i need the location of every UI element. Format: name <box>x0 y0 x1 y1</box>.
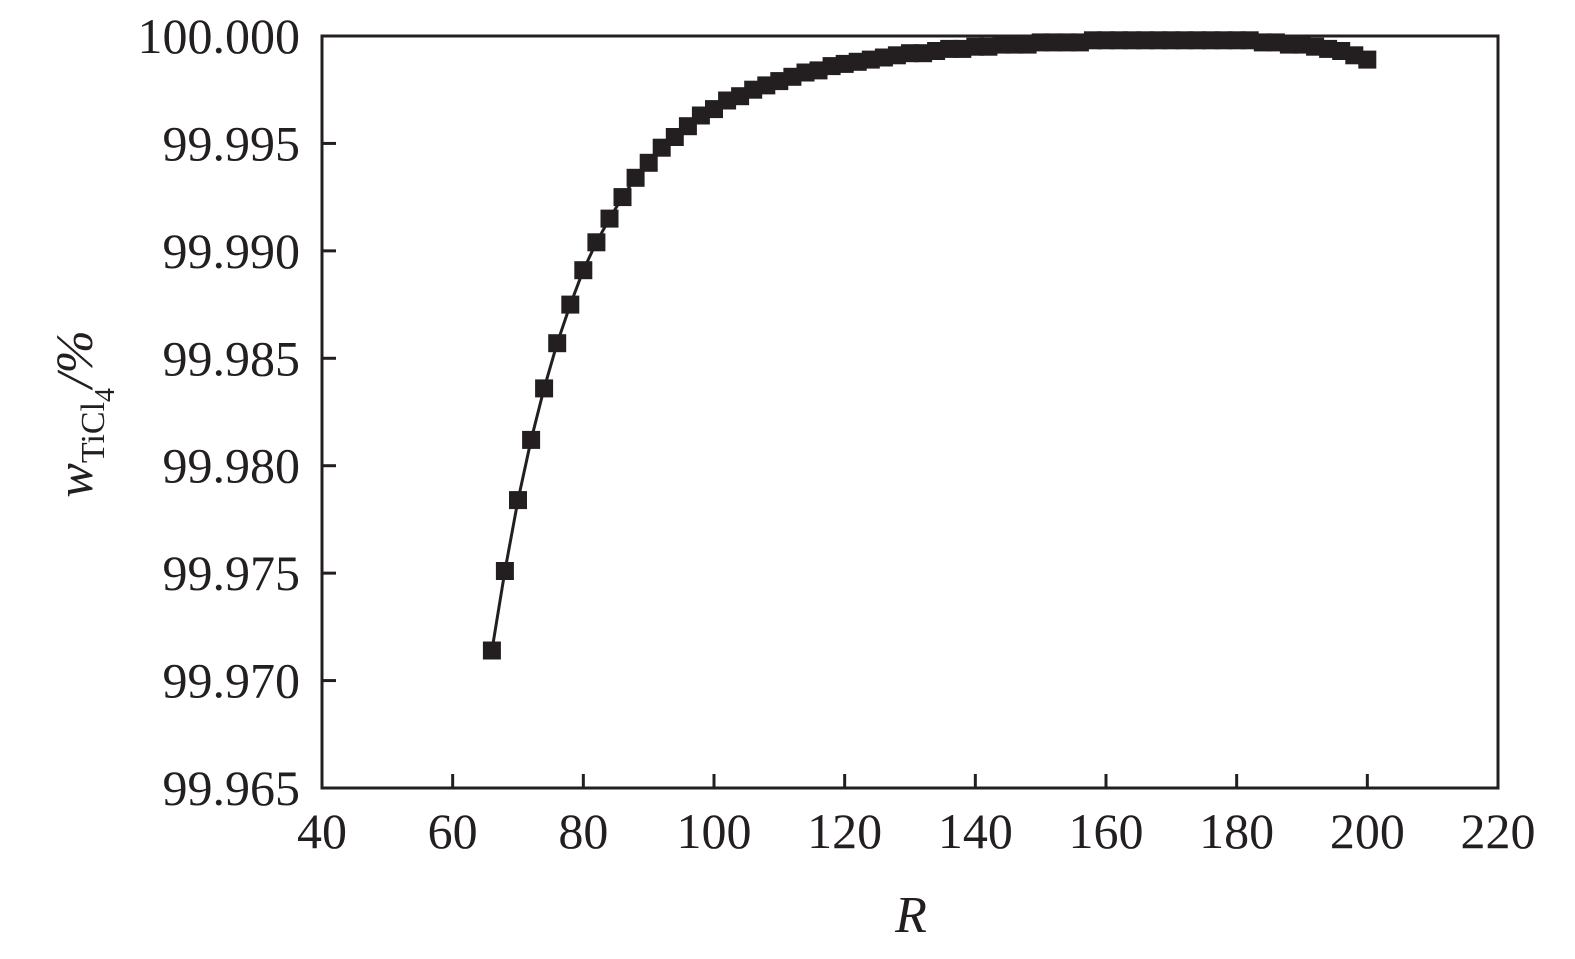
data-point <box>482 641 501 660</box>
x-tick-label: 80 <box>558 803 608 859</box>
x-tick-label: 200 <box>1330 803 1405 859</box>
x-tick-label: 40 <box>297 803 347 859</box>
data-point <box>548 334 567 353</box>
y-tick-label: 99.980 <box>163 438 301 494</box>
x-tick-label: 160 <box>1069 803 1144 859</box>
data-point <box>639 153 658 172</box>
y-tick-label: 99.985 <box>163 330 301 386</box>
y-axis: 99.965 99.970 99.975 99.980 99.985 99.990 99.9… <box>138 8 336 816</box>
x-tick-label: 180 <box>1199 803 1274 859</box>
data-point <box>509 491 527 510</box>
x-tick-label: 100 <box>677 803 752 859</box>
series-line <box>490 38 1368 651</box>
data-point <box>587 233 606 252</box>
y-tick-label: 99.995 <box>163 115 301 171</box>
y-tick-label: 100.000 <box>138 8 301 64</box>
y-tick-label: 99.970 <box>163 653 301 709</box>
x-tick-label: 60 <box>428 803 478 859</box>
x-tick-label: 120 <box>807 803 882 859</box>
data-point <box>561 295 580 314</box>
data-point <box>495 562 514 580</box>
data-point <box>626 168 645 187</box>
y-tick-label: 99.975 <box>163 545 301 601</box>
x-axis: 40 60 80 100 120 140 160 180 200 220 <box>297 774 1536 859</box>
y-tick-label: 99.990 <box>163 223 301 279</box>
data-point <box>574 261 593 280</box>
x-tick-label: 220 <box>1461 803 1536 859</box>
y-axis-label-subsubscript: 4 <box>90 388 121 402</box>
y-axis-label-suffix: /% <box>47 330 104 391</box>
y-tick-label: 99.965 <box>163 760 301 816</box>
y-axis-label-subscript: TiCl <box>75 402 112 463</box>
y-axis-label-main: w <box>47 463 104 498</box>
y-axis-label: wTiCl4/% <box>47 330 121 498</box>
data-point <box>600 209 619 228</box>
series-group <box>482 31 1377 660</box>
data-point <box>613 188 632 207</box>
data-point <box>1358 50 1377 69</box>
x-axis-label: R <box>894 887 927 944</box>
plot-frame <box>320 34 1500 790</box>
data-point <box>535 379 554 398</box>
data-point <box>522 430 541 449</box>
x-tick-label: 140 <box>938 803 1013 859</box>
